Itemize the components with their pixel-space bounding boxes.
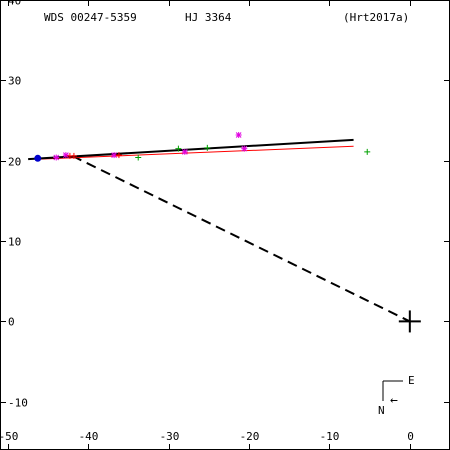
fit-line [40, 145, 354, 160]
observation-green-point [364, 148, 371, 155]
periastron-dashed-line [71, 154, 411, 323]
discoverer-label: HJ 3364 [185, 11, 232, 24]
star-bar-4 [235, 132, 242, 138]
observation-magenta-point [62, 152, 69, 159]
y-tick-label: 30 [8, 75, 21, 88]
primary-star-marker [398, 310, 421, 333]
star-bar-4 [181, 149, 188, 155]
secondary-position-marker [34, 154, 42, 162]
observation-green-point [204, 144, 211, 151]
observation-magenta-point [111, 152, 118, 159]
star-bar-4 [63, 152, 69, 158]
chart-marks [28, 132, 421, 333]
x-tick-label: -30 [160, 430, 180, 443]
x-tick-label: -10 [320, 430, 340, 443]
observation-magenta-point [53, 154, 60, 161]
star-bar-4 [241, 145, 248, 152]
y-tick-label: 40 [8, 0, 21, 8]
motion-arrow-icon: ← [390, 393, 398, 408]
compass-east-label: E [408, 374, 415, 387]
compass: E N ← [378, 374, 415, 417]
observation-magenta-point [235, 132, 242, 138]
y-tick-label: 20 [8, 156, 21, 169]
observation-red-point [70, 152, 77, 159]
x-tick-label: 0 [407, 430, 414, 443]
star-bar-4 [111, 152, 117, 158]
wds-id-label: WDS 00247-5359 [44, 11, 137, 24]
observation-magenta-point [241, 145, 248, 152]
observation-green-point [135, 154, 142, 161]
star-bar-4 [53, 154, 60, 161]
y-tick-label: 0 [8, 316, 15, 329]
observation-green-point [175, 145, 182, 152]
orbit-arc [28, 138, 354, 161]
x-tick-label: -50 [0, 430, 18, 443]
observation-red-point [115, 152, 122, 159]
orbit-reference-label: (Hrt2017a) [343, 11, 409, 24]
observation-magenta-point [181, 148, 188, 155]
x-tick-label: -20 [240, 430, 260, 443]
y-tick-label: -10 [8, 397, 28, 410]
y-tick-label: 10 [8, 236, 21, 249]
x-tick-label: -40 [79, 430, 99, 443]
compass-north-label: N [378, 404, 385, 417]
